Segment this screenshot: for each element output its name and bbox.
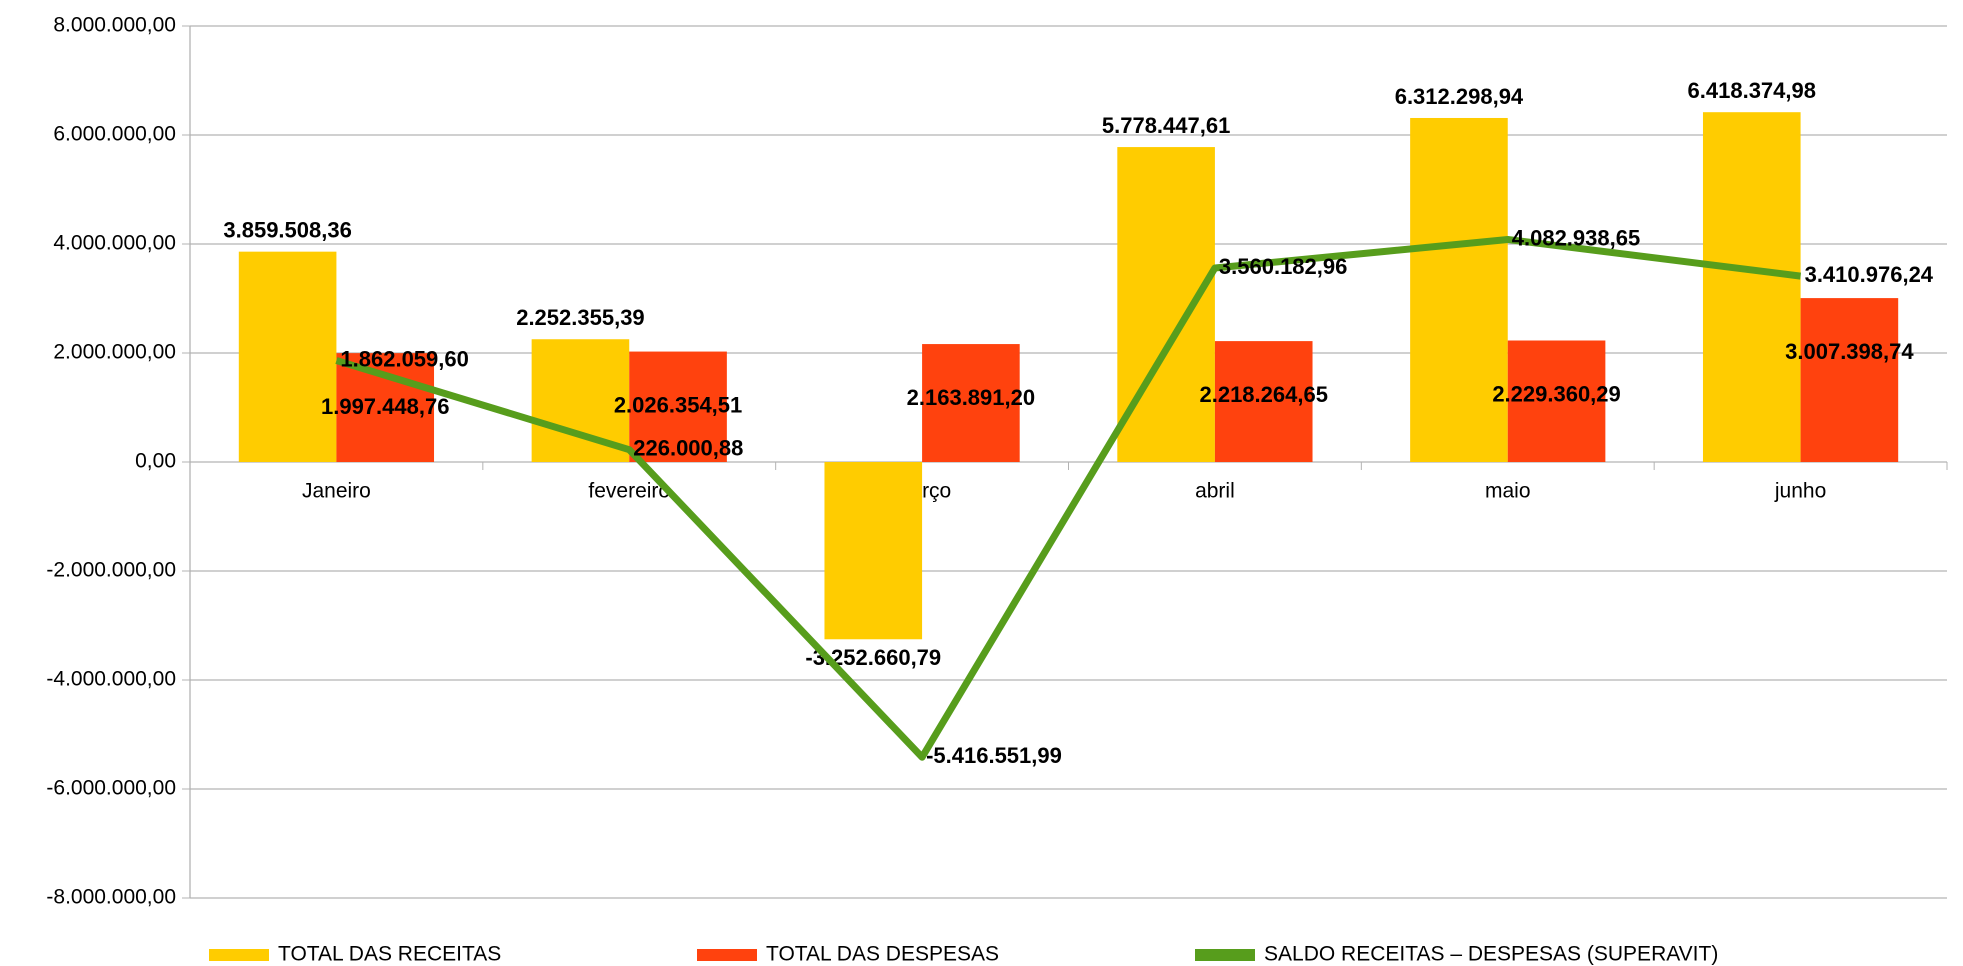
bar	[824, 462, 923, 640]
data-label: 3.859.508,36	[223, 217, 351, 242]
y-tick-label: -4.000.000,00	[46, 668, 176, 691]
y-tick-label: 0,00	[135, 450, 176, 473]
data-label: 2.229.360,29	[1492, 381, 1620, 406]
data-label: 2.218.264,65	[1199, 382, 1327, 407]
bar	[1214, 341, 1313, 462]
data-label: 2.163.891,20	[907, 385, 1035, 410]
x-tick-label: Janeiro	[302, 480, 371, 503]
data-label: 4.082.938,65	[1512, 225, 1640, 250]
y-tick-label: -8.000.000,00	[46, 886, 176, 909]
data-label: 6.418.374,98	[1688, 78, 1816, 103]
bar	[629, 351, 727, 462]
legend-swatch	[697, 949, 757, 961]
bar	[1117, 147, 1215, 463]
y-tick-label: 4.000.000,00	[53, 232, 176, 255]
bar	[1507, 340, 1606, 462]
data-label: 226.000,88	[633, 435, 743, 460]
data-label: 1.862.059,60	[340, 346, 468, 371]
x-tick-label: abril	[1195, 480, 1235, 503]
legend-label: SALDO RECEITAS – DESPESAS (SUPERAVIT)	[1264, 943, 1718, 966]
bar	[922, 344, 1020, 462]
y-tick-label: -2.000.000,00	[46, 559, 176, 582]
bar	[336, 353, 435, 462]
bar	[1702, 112, 1801, 463]
legend-label: TOTAL DAS DESPESAS	[766, 943, 999, 966]
legend-swatch	[1195, 949, 1255, 961]
data-label: 6.312.298,94	[1395, 84, 1524, 109]
data-label: 3.007.398,74	[1785, 339, 1914, 364]
y-tick-label: 6.000.000,00	[53, 123, 176, 146]
y-tick-label: 2.000.000,00	[53, 341, 176, 364]
legend-swatch	[209, 949, 269, 961]
bar	[238, 251, 337, 462]
y-tick-label: -6.000.000,00	[46, 777, 176, 800]
data-label: 3.560.182,96	[1219, 254, 1347, 279]
x-tick-label: maio	[1485, 480, 1531, 503]
data-label: 5.778.447,61	[1102, 113, 1230, 138]
data-label: 1.997.448,76	[321, 394, 449, 419]
data-label: 2.252.355,39	[516, 305, 644, 330]
data-label: 3.410.976,24	[1805, 262, 1934, 287]
legend-label: TOTAL DAS RECEITAS	[278, 943, 501, 966]
x-tick-label: junho	[1774, 480, 1826, 503]
data-label: 2.026.354,51	[614, 392, 742, 417]
data-label: -5.416.551,99	[926, 743, 1062, 768]
y-tick-label: 8.000.000,00	[53, 14, 176, 37]
bar	[1410, 117, 1508, 462]
bar	[1800, 298, 1899, 462]
line	[335, 235, 1802, 761]
x-tick-label: fevereiro	[588, 480, 670, 503]
